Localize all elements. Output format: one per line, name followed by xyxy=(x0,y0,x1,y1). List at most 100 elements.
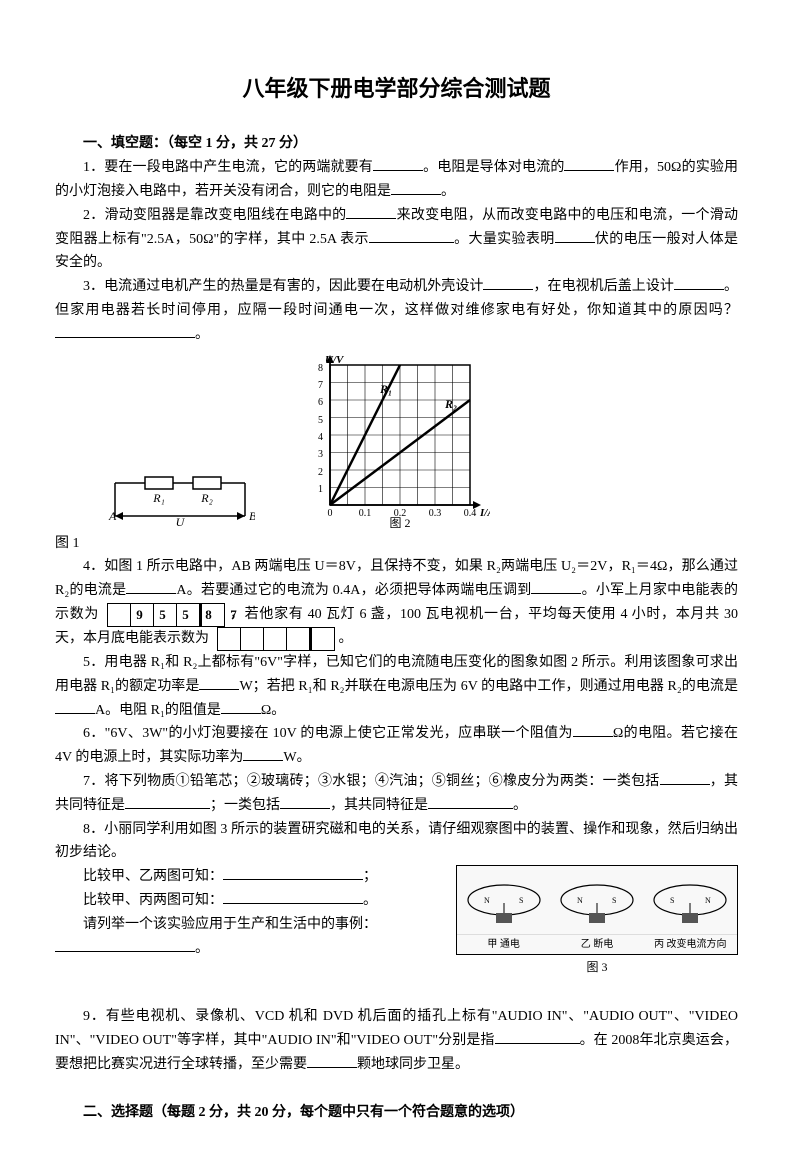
q8-t3b: 。 xyxy=(363,893,377,908)
fig1-caption: 图 1 xyxy=(55,532,738,556)
svg-text:I/A: I/A xyxy=(479,507,490,519)
q8-t3a: 比较甲、丙两图可知： xyxy=(83,893,223,908)
svg-text:0.1: 0.1 xyxy=(359,508,372,519)
q4-line1: 4．如图 1 所示电路中，AB 两端电压 U＝8V，且保持不变，如果 R₂两端电… xyxy=(55,555,738,651)
q1-t4: 。 xyxy=(441,184,455,199)
q3-blank2[interactable] xyxy=(674,275,724,290)
q1-t1: 1．要在一段电路中产生电流，它的两端就要有 xyxy=(83,160,373,175)
q6: 6．"6V、3W"的小灯泡要接在 10V 的电源上使它正常发光，应串联一个阻值为… xyxy=(55,722,738,770)
q4-blank1[interactable] xyxy=(126,579,176,594)
q7-t3: ；一类包括 xyxy=(210,798,280,813)
meter-d3: 5 xyxy=(154,604,177,626)
svg-text:0: 0 xyxy=(328,508,333,519)
svg-text:R₂: R₂ xyxy=(444,397,457,411)
meter-d4: 8 xyxy=(177,604,200,626)
q9-t3: 颗地球同步卫星。 xyxy=(357,1057,469,1072)
energy-meter-after[interactable] xyxy=(217,627,335,651)
q2-t3: 。大量实验表明 xyxy=(454,232,555,247)
svg-text:5: 5 xyxy=(318,415,323,426)
q9: 9．有些电视机、录像机、VCD 机和 DVD 机后面的插孔上标有"AUDIO I… xyxy=(55,1005,738,1076)
svg-text:R₁: R₁ xyxy=(152,491,165,505)
q3-blank3[interactable] xyxy=(55,323,195,338)
q8-t2b: ； xyxy=(363,869,377,884)
q5-t3: A。电阻 R₁的阻值是 xyxy=(95,703,221,718)
svg-text:B: B xyxy=(249,509,255,523)
meter2-d4[interactable] xyxy=(287,628,310,650)
q7-t1: 7．将下列物质①铅笔芯；②玻璃砖；③水银；④汽油；⑤铜丝；⑥橡皮分为两类：一类包… xyxy=(83,774,660,789)
section2-heading: 二、选择题（每题 2 分，共 20 分，每个题中只有一个符合题意的选项） xyxy=(55,1101,738,1125)
q8-blank2[interactable] xyxy=(223,889,363,904)
meter-d1: 9 xyxy=(108,604,131,626)
q2: 2．滑动变阻器是靠改变电阻线在电路中的来改变电阻，从而改变电路中的电压和电流，一… xyxy=(55,204,738,275)
svg-text:N: N xyxy=(484,896,490,905)
graph-fig2: U/V R₁ R₂ 8 7 6 5 4 3 2 xyxy=(295,353,490,528)
q5-blank3[interactable] xyxy=(221,699,261,714)
svg-text:7: 7 xyxy=(318,380,323,391)
q7-t5: 。 xyxy=(513,798,527,813)
svg-text:0.3: 0.3 xyxy=(429,508,442,519)
q9-blank1[interactable] xyxy=(495,1029,580,1044)
svg-text:N: N xyxy=(705,896,711,905)
svg-text:R₂: R₂ xyxy=(200,491,213,505)
svg-text:S: S xyxy=(670,896,674,905)
q7-blank1[interactable] xyxy=(660,770,710,785)
svg-text:8: 8 xyxy=(318,363,323,374)
svg-text:S: S xyxy=(519,896,523,905)
q3-t4: 。 xyxy=(195,327,209,342)
meter2-d5[interactable] xyxy=(310,628,334,650)
q9-blank2[interactable] xyxy=(307,1053,357,1068)
q2-blank3[interactable] xyxy=(555,228,595,243)
energy-meter-before: 9 5 5 8 7 xyxy=(107,603,225,627)
figure-row: R₁ R₂ A B U U/V xyxy=(55,353,738,528)
q6-blank1[interactable] xyxy=(573,722,613,737)
q6-t3: W。 xyxy=(283,750,310,765)
svg-text:1: 1 xyxy=(318,484,323,495)
q4-t2: A。若要通过它的电流为 0.4A，必须把导体两端电压调到 xyxy=(176,583,531,598)
svg-text:3: 3 xyxy=(318,449,323,460)
circuit-fig1: R₁ R₂ A B U xyxy=(105,468,255,528)
svg-text:R₁: R₁ xyxy=(379,382,392,396)
q1: 1．要在一段电路中产生电流，它的两端就要有。电阻是导体对电流的作用，50Ω的实验… xyxy=(55,156,738,204)
q6-blank2[interactable] xyxy=(243,746,283,761)
page-title: 八年级下册电学部分综合测试题 xyxy=(55,70,738,107)
q7: 7．将下列物质①铅笔芯；②玻璃砖；③水银；④汽油；⑤铜丝；⑥橡皮分为两类：一类包… xyxy=(55,770,738,818)
q7-blank2[interactable] xyxy=(125,794,210,809)
q2-blank2[interactable] xyxy=(369,228,454,243)
q8-blank3[interactable] xyxy=(55,937,195,952)
q7-t4: ，其共同特征是 xyxy=(330,798,428,813)
q5: 5．用电器 R₁和 R₂上都标有"6V"字样，已知它们的电流随电压变化的图象如图… xyxy=(55,651,738,722)
svg-text:2: 2 xyxy=(318,467,323,478)
svg-text:N: N xyxy=(577,896,583,905)
q4-t5: 。 xyxy=(339,631,353,646)
meter2-d3[interactable] xyxy=(264,628,287,650)
q3-t2: ，在电视机后盖上设计 xyxy=(533,279,674,294)
q3-blank1[interactable] xyxy=(483,275,533,290)
fig3-cap-c: 丙 改变电流方向 xyxy=(644,935,737,954)
q1-blank1[interactable] xyxy=(373,156,423,171)
meter2-d2[interactable] xyxy=(241,628,264,650)
q7-blank3[interactable] xyxy=(280,794,330,809)
svg-text:图 2: 图 2 xyxy=(389,516,410,528)
svg-text:4: 4 xyxy=(318,432,323,443)
section1-heading: 一、填空题：（每空 1 分，共 27 分） xyxy=(55,132,738,156)
meter-d5: 7 xyxy=(200,604,224,626)
q1-t2: 。电阻是导体对电流的 xyxy=(423,160,565,175)
q6-t1: 6．"6V、3W"的小灯泡要接在 10V 的电源上使它正常发光，应串联一个阻值为 xyxy=(83,726,573,741)
q8-blank1[interactable] xyxy=(223,865,363,880)
q5-blank2[interactable] xyxy=(55,699,95,714)
q1-blank2[interactable] xyxy=(564,156,614,171)
meter2-d1[interactable] xyxy=(218,628,241,650)
meter-d2: 5 xyxy=(131,604,154,626)
q1-blank3[interactable] xyxy=(391,180,441,195)
q4-blank2[interactable] xyxy=(531,579,581,594)
q5-t2: W；若把 R₁和 R₂并联在电源电压为 6V 的电路中工作，则通过用电器 R₂的… xyxy=(239,679,738,694)
q8-line1: 8．小丽同学利用如图 3 所示的装置研究磁和电的关系，请仔细观察图中的装置、操作… xyxy=(55,818,738,866)
fig3-cap-b: 乙 断电 xyxy=(550,935,643,954)
q2-blank1[interactable] xyxy=(346,204,396,219)
q5-t4: Ω。 xyxy=(261,703,285,718)
q3: 3．电流通过电机产生的热量是有害的，因此要在电动机外壳设计，在电视机后盖上设计。… xyxy=(55,275,738,346)
q8-t2a: 比较甲、乙两图可知： xyxy=(83,869,223,884)
q7-blank4[interactable] xyxy=(428,794,513,809)
q8-t5: 。 xyxy=(195,941,209,956)
q5-blank1[interactable] xyxy=(199,675,239,690)
